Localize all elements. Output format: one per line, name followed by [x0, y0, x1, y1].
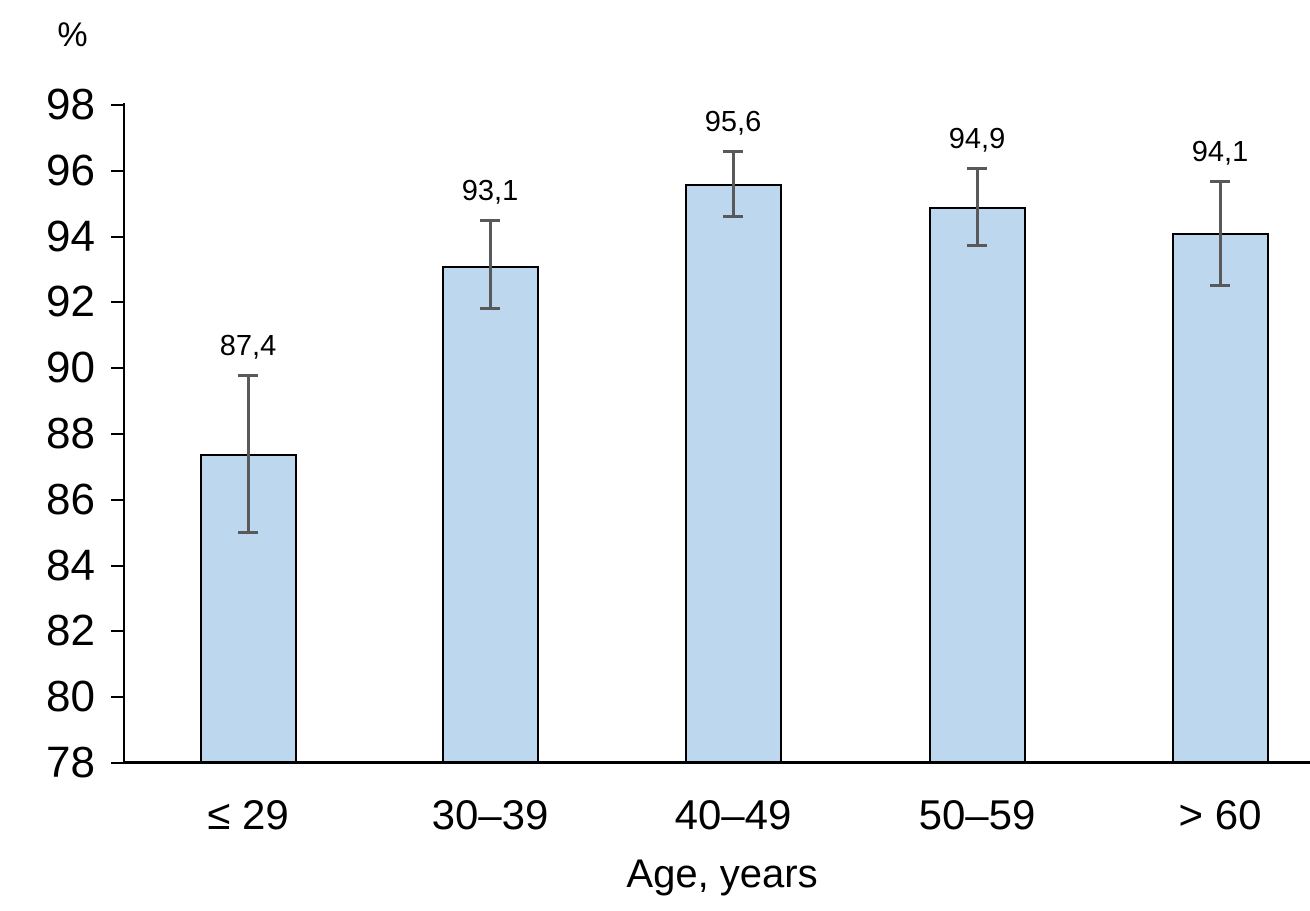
- y-axis-unit-label: %: [57, 16, 88, 54]
- error-bar-cap-bottom: [1210, 283, 1230, 287]
- error-bar-cap-bottom: [480, 306, 500, 310]
- error-bar-line: [488, 220, 492, 309]
- value-label: 95,6: [704, 106, 762, 139]
- error-bar-cap-top: [238, 373, 258, 377]
- x-tick-label: 50–59: [918, 791, 1036, 838]
- y-tick-label: 90: [46, 343, 95, 393]
- bar: [441, 266, 539, 763]
- y-tick-mark: [111, 367, 123, 370]
- x-tick-label: > 60: [1178, 791, 1262, 838]
- y-tick-label: 92: [46, 277, 95, 327]
- bar: [1171, 233, 1269, 763]
- value-label: 94,1: [1191, 135, 1249, 168]
- x-axis-title: Age, years: [626, 852, 818, 896]
- y-tick-label: 86: [46, 474, 95, 524]
- y-tick-label: 84: [46, 540, 95, 590]
- y-tick-mark: [111, 696, 123, 699]
- y-tick-mark: [111, 564, 123, 567]
- error-bar-cap-top: [967, 166, 987, 170]
- error-bar-cap-bottom: [967, 244, 987, 248]
- error-bar-cap-top: [1210, 179, 1230, 183]
- y-axis-line: [123, 103, 125, 763]
- error-bar-cap-top: [480, 219, 500, 223]
- error-bar-line: [731, 151, 735, 217]
- bar: [684, 183, 782, 763]
- y-tick-label: 98: [46, 80, 95, 129]
- value-label: 93,1: [461, 175, 519, 208]
- error-bar-cap-bottom: [238, 530, 258, 534]
- y-tick-mark: [111, 235, 123, 238]
- value-label: 87,4: [219, 329, 277, 362]
- y-tick-mark: [111, 433, 123, 435]
- y-tick-mark: [111, 104, 123, 106]
- y-tick-mark: [111, 630, 123, 633]
- bar: [928, 206, 1026, 763]
- value-label: 94,9: [948, 122, 1006, 155]
- y-tick-mark: [111, 301, 123, 304]
- error-bar-cap-bottom: [723, 214, 743, 218]
- y-tick-mark: [111, 762, 123, 764]
- y-tick-label: 94: [46, 211, 95, 261]
- y-tick-label: 88: [46, 409, 95, 458]
- x-tick-label: ≤ 29: [207, 791, 289, 838]
- y-tick-label: 96: [46, 145, 95, 195]
- error-bar-cap-top: [723, 150, 743, 154]
- error-bar-line: [246, 374, 250, 533]
- bar: [199, 453, 297, 763]
- x-tick-label: 30–39: [431, 791, 549, 838]
- y-tick-label: 82: [46, 606, 95, 656]
- y-tick-label: 78: [46, 738, 95, 787]
- y-tick-mark: [111, 169, 123, 172]
- y-tick-label: 80: [46, 672, 95, 722]
- error-bar-line: [975, 167, 979, 247]
- x-tick-label: 40–49: [674, 791, 792, 838]
- y-tick-mark: [111, 498, 123, 501]
- error-bar-line: [1218, 180, 1222, 286]
